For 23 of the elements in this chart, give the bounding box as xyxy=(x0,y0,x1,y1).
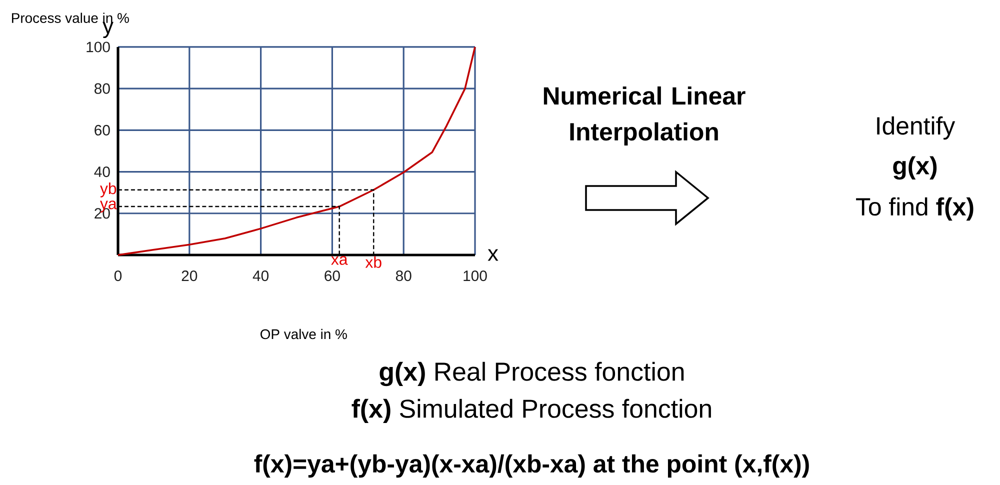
annotation: yb xyxy=(100,182,116,198)
x-tick-label: 60 xyxy=(324,270,340,282)
text: x xyxy=(488,249,498,261)
line-series xyxy=(117,46,476,256)
text: Identify g(x) xyxy=(877,116,956,180)
text: f(x)=ya+(yb-ya)(x-xa)/(xb-xa) at the point (x,f(x)) xyxy=(254,454,809,478)
text: Numerical Linear Interpolation xyxy=(544,86,746,146)
y-tick-label: 60 xyxy=(94,124,110,136)
x-tick-label: 0 xyxy=(114,270,122,282)
text: y xyxy=(102,22,114,38)
x-tick-label: 100 xyxy=(464,270,487,282)
text: g(x) Real Process fonction xyxy=(380,362,684,386)
text: To find f(x) xyxy=(856,197,974,221)
x-axis-title: OP valve in % xyxy=(260,328,347,340)
text: f(x) Simulated Process fonction xyxy=(352,398,711,424)
y-tick-label: 100 xyxy=(86,42,110,52)
annotation: xa xyxy=(331,256,348,265)
y-tick-label: 40 xyxy=(94,166,110,178)
x-tick-label: 80 xyxy=(396,270,412,282)
annotation: xb xyxy=(365,256,382,268)
x-tick-label: 40 xyxy=(252,270,269,282)
y-tick-label: 80 xyxy=(94,83,110,94)
x-tick-label: 20 xyxy=(182,270,198,282)
